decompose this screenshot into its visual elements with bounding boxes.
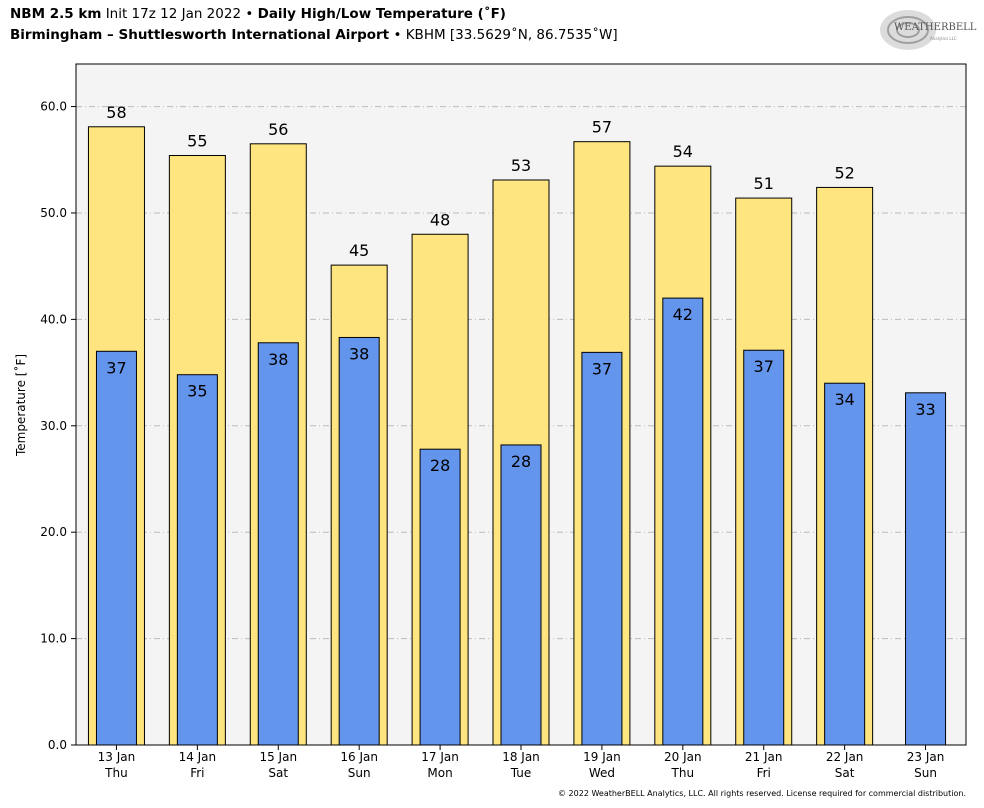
y-axis-label: Temperature [˚F] bbox=[13, 354, 28, 457]
x-tick-date: 16 Jan bbox=[340, 750, 378, 764]
high-temp-label: 58 bbox=[106, 103, 126, 122]
x-tick-date: 14 Jan bbox=[179, 750, 217, 764]
high-temp-label: 56 bbox=[268, 120, 288, 139]
x-tick-day: Fri bbox=[757, 766, 771, 780]
low-temp-bar bbox=[338, 336, 380, 746]
x-tick-date: 19 Jan bbox=[583, 750, 621, 764]
separator: • bbox=[393, 27, 402, 43]
copyright-notice: © 2022 WeatherBELL Analytics, LLC. All r… bbox=[558, 789, 966, 798]
low-temp-bar bbox=[743, 349, 785, 746]
axes: 0.0 10.0 20.0 30.0 40.0 50.0 60.0 13 Jan Thu 14 J… bbox=[40, 100, 944, 780]
low-temp-bar bbox=[176, 374, 218, 746]
low-temp-bar bbox=[824, 382, 866, 746]
x-tick-day: Thu bbox=[104, 766, 128, 780]
low-temp-bar bbox=[500, 444, 542, 746]
x-tick-date: 22 Jan bbox=[826, 750, 864, 764]
swirl-logo-icon bbox=[880, 10, 936, 50]
low-temp-label: 42 bbox=[673, 305, 693, 324]
low-temp-label: 38 bbox=[349, 344, 369, 363]
init-time: Init 17z 12 Jan 2022 bbox=[105, 6, 242, 22]
logo-text: WEATHERBELL bbox=[894, 22, 977, 33]
x-tick-date: 18 Jan bbox=[502, 750, 540, 764]
y-tick-label: 50.0 bbox=[40, 206, 67, 220]
low-temp-label: 37 bbox=[592, 359, 612, 378]
low-temp-bar bbox=[257, 342, 299, 746]
x-tick-day: Sat bbox=[835, 766, 855, 780]
low-temp-bar bbox=[662, 297, 704, 746]
high-temp-label: 55 bbox=[187, 132, 207, 151]
high-temp-label: 54 bbox=[673, 142, 693, 161]
low-temp-label: 37 bbox=[106, 358, 126, 377]
x-tick-date: 23 Jan bbox=[907, 750, 945, 764]
low-temp-label: 28 bbox=[511, 452, 531, 471]
x-tick-day: Sat bbox=[268, 766, 288, 780]
low-temp-label: 38 bbox=[268, 350, 288, 369]
low-temp-bar bbox=[905, 392, 947, 746]
product-name: Daily High/Low Temperature (˚F) bbox=[257, 6, 506, 22]
y-tick-label: 40.0 bbox=[40, 312, 67, 326]
separator: • bbox=[245, 6, 254, 22]
x-tick-date: 21 Jan bbox=[745, 750, 783, 764]
x-tick-day: Sun bbox=[348, 766, 371, 780]
high-temp-label: 45 bbox=[349, 241, 369, 260]
high-temp-label: 57 bbox=[592, 118, 612, 137]
y-tick-label: 20.0 bbox=[40, 525, 67, 539]
y-tick-label: 60.0 bbox=[40, 100, 67, 114]
low-temp-label: 28 bbox=[430, 456, 450, 475]
x-tick-day: Sun bbox=[914, 766, 937, 780]
x-tick-date: 15 Jan bbox=[259, 750, 297, 764]
station-name: Birmingham – Shuttlesworth International… bbox=[10, 27, 390, 43]
y-tick-label: 0.0 bbox=[48, 738, 67, 752]
low-temp-label: 35 bbox=[187, 382, 207, 401]
low-temp-bar bbox=[95, 350, 137, 746]
logo-subtext: Analytics LLC bbox=[930, 36, 957, 41]
station-info: KBHM [33.5629˚N, 86.7535˚W] bbox=[405, 27, 618, 43]
low-temp-label: 33 bbox=[915, 400, 935, 419]
x-tick-day: Thu bbox=[671, 766, 695, 780]
low-temp-bar bbox=[581, 351, 623, 746]
high-temp-label: 53 bbox=[511, 156, 531, 175]
high-temp-label: 48 bbox=[430, 210, 450, 229]
model-name: NBM 2.5 km bbox=[10, 6, 102, 22]
low-temp-label: 34 bbox=[834, 390, 854, 409]
bars: 58 37 55 35 56 38 45 38 48 28 53 28 57 37 54 42 51 37 52 34… bbox=[87, 103, 947, 746]
y-tick-label: 30.0 bbox=[40, 419, 67, 433]
chart-subtitle: Birmingham – Shuttlesworth International… bbox=[10, 27, 618, 43]
low-temp-bar bbox=[419, 448, 461, 746]
high-temp-label: 51 bbox=[754, 174, 774, 193]
high-temp-label: 52 bbox=[834, 163, 854, 182]
x-tick-date: 20 Jan bbox=[664, 750, 702, 764]
x-tick-day: Tue bbox=[510, 766, 532, 780]
y-tick-label: 10.0 bbox=[40, 632, 67, 646]
x-tick-day: Wed bbox=[589, 766, 615, 780]
chart-title: NBM 2.5 km Init 17z 12 Jan 2022 • Daily … bbox=[10, 6, 506, 22]
x-tick-date: 13 Jan bbox=[98, 750, 136, 764]
low-temp-label: 37 bbox=[754, 357, 774, 376]
x-tick-day: Fri bbox=[190, 766, 204, 780]
x-tick-date: 17 Jan bbox=[421, 750, 459, 764]
x-tick-day: Mon bbox=[427, 766, 452, 780]
